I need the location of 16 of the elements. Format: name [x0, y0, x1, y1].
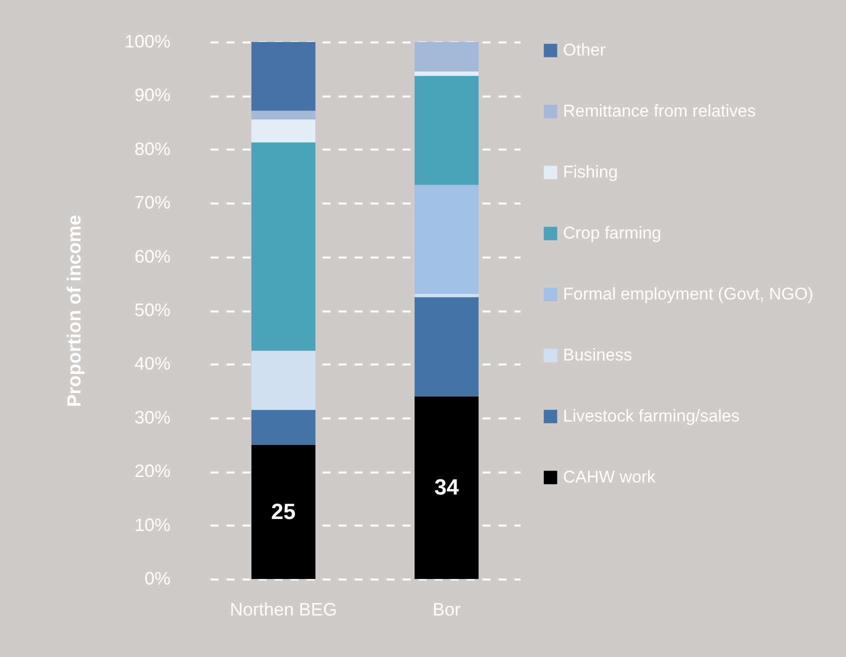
bar	[414, 396, 479, 579]
bar	[414, 76, 479, 185]
bar	[251, 444, 316, 579]
bar	[414, 42, 479, 72]
bar	[414, 297, 479, 396]
bar	[251, 350, 316, 410]
bar	[251, 110, 316, 120]
bar	[251, 410, 316, 445]
bar	[414, 184, 479, 294]
bar	[251, 142, 316, 351]
bar	[251, 42, 316, 111]
data-label: 34	[434, 474, 460, 500]
data-label: 25	[271, 498, 296, 524]
bar	[414, 72, 479, 76]
bar	[414, 294, 479, 298]
bar	[251, 119, 316, 142]
